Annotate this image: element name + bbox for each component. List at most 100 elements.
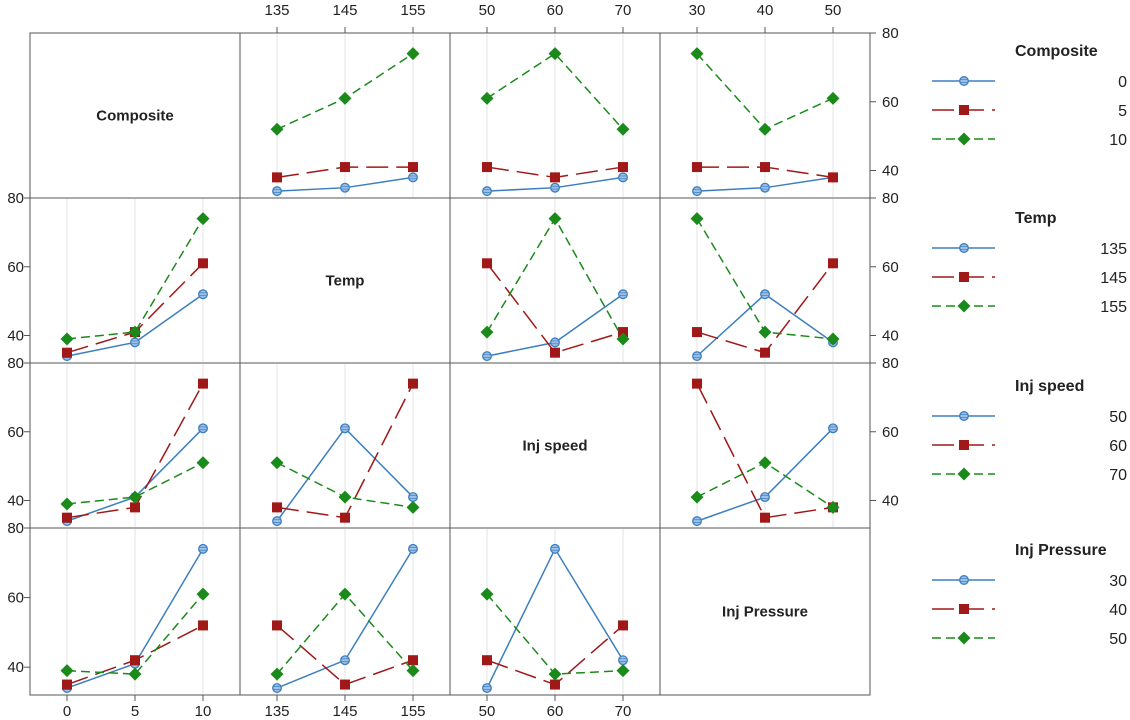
x-tick-label-temp-155: 155: [400, 703, 425, 720]
legend-marker-composite-5: [959, 105, 969, 115]
panel-inj-pressure-by-inj-speed: [480, 543, 630, 693]
legend-title-composite: Composite: [1015, 43, 1098, 60]
legend-marker-inj-pressure-40: [959, 604, 969, 614]
legend-marker-inj-speed-60: [959, 440, 969, 450]
y-tick-label-row0-80: 80: [882, 25, 899, 42]
data-point-temp-155-at-0: [60, 332, 74, 346]
panel-border-r3-c3: [659, 527, 871, 696]
data-point-composite-5-at-50: [482, 162, 492, 173]
legend-value-temp-155: 155: [1100, 299, 1127, 316]
panel-temp-by-inj-speed: [480, 212, 630, 362]
data-point-inj-speed-60-at-30: [692, 378, 702, 389]
data-point-composite-0-at-145: [340, 182, 350, 193]
panel-temp-by-composite: [60, 212, 210, 362]
data-point-inj-speed-70-at-155: [406, 500, 420, 514]
y-tick-label-row2-40: 40: [882, 493, 899, 510]
x-tick-label-inj-speed-70: 70: [615, 703, 632, 720]
data-point-temp-145-at-50: [482, 258, 492, 269]
x-tick-label-composite-0: 0: [63, 703, 71, 720]
panel-inj-pressure-by-composite: [60, 543, 210, 693]
data-point-inj-pressure-50-at-50: [480, 587, 494, 601]
legend-value-temp-145: 145: [1100, 270, 1127, 287]
data-point-inj-speed-60-at-10: [198, 378, 208, 389]
data-point-inj-speed-70-at-5: [128, 490, 142, 504]
x-tick-label-inj-speed-60: 60: [547, 2, 564, 19]
x-tick-label-inj-speed-70: 70: [615, 2, 632, 19]
diagonal-label-inj-speed: Inj speed: [522, 438, 587, 455]
data-point-inj-pressure-30-at-10: [198, 543, 208, 554]
data-point-composite-0-at-135: [272, 186, 282, 197]
data-point-inj-speed-50-at-145: [340, 423, 350, 434]
data-point-temp-155-at-50: [826, 332, 840, 346]
data-point-temp-155-at-40: [758, 325, 772, 339]
data-point-temp-145-at-60: [550, 347, 560, 358]
data-point-inj-pressure-50-at-10: [196, 587, 210, 601]
data-point-temp-155-at-50: [480, 325, 494, 339]
series-line-temp-155: [66, 218, 204, 340]
panel-composite-by-temp: [270, 47, 420, 197]
data-point-inj-speed-70-at-30: [690, 490, 704, 504]
x-tick-label-temp-135: 135: [264, 2, 289, 19]
data-point-inj-pressure-50-at-5: [128, 667, 142, 681]
diagonal-label-composite: Composite: [96, 108, 174, 125]
data-point-composite-5-at-30: [692, 162, 702, 173]
data-point-inj-pressure-40-at-50: [482, 655, 492, 666]
panel-composite-by-inj-pressure: [690, 47, 840, 197]
y-tick-label-row3-60: 60: [7, 590, 24, 607]
data-point-temp-145-at-50: [828, 258, 838, 269]
y-tick-label-row2-80: 80: [7, 355, 24, 372]
data-point-composite-0-at-60: [550, 182, 560, 193]
data-point-composite-10-at-60: [548, 47, 562, 61]
data-point-temp-145-at-70: [618, 327, 628, 338]
data-point-inj-speed-60-at-0: [62, 512, 72, 523]
panel-composite-by-inj-speed: [480, 47, 630, 197]
y-tick-label-row2-60: 60: [882, 424, 899, 441]
x-tick-label-inj-speed-50: 50: [479, 2, 496, 19]
data-point-inj-pressure-40-at-70: [618, 620, 628, 631]
x-tick-label-temp-145: 145: [332, 2, 357, 19]
legend-value-inj-speed-70: 70: [1109, 467, 1127, 484]
data-point-composite-10-at-50: [480, 91, 494, 105]
data-point-inj-speed-70-at-50: [826, 500, 840, 514]
data-point-temp-135-at-60: [550, 337, 560, 348]
legend-value-temp-135: 135: [1100, 241, 1127, 258]
data-point-inj-pressure-30-at-60: [550, 543, 560, 554]
data-point-composite-5-at-155: [408, 162, 418, 173]
legend-value-composite-5: 5: [1118, 103, 1127, 120]
legend-title-temp: Temp: [1015, 210, 1057, 227]
legend-marker-composite-10: [957, 132, 971, 146]
data-point-inj-speed-70-at-40: [758, 456, 772, 470]
legend-value-composite-10: 10: [1109, 132, 1127, 149]
data-point-inj-pressure-40-at-145: [340, 679, 350, 690]
data-point-inj-pressure-50-at-135: [270, 667, 284, 681]
data-point-inj-pressure-40-at-10: [198, 620, 208, 631]
data-point-temp-155-at-70: [616, 332, 630, 346]
data-point-composite-10-at-40: [758, 122, 772, 136]
x-tick-label-inj-speed-50: 50: [479, 703, 496, 720]
data-point-temp-135-at-50: [482, 351, 492, 362]
legend-value-inj-pressure-30: 30: [1109, 573, 1127, 590]
data-point-inj-speed-50-at-30: [692, 516, 702, 527]
x-tick-label-composite-5: 5: [131, 703, 139, 720]
diagonal-label-temp: Temp: [326, 273, 365, 290]
data-point-inj-pressure-50-at-155: [406, 664, 420, 678]
data-point-inj-speed-60-at-155: [408, 378, 418, 389]
data-point-inj-speed-60-at-145: [340, 512, 350, 523]
panel-temp-by-inj-pressure: [690, 212, 840, 362]
data-point-composite-10-at-145: [338, 91, 352, 105]
legend-marker-inj-speed-50: [959, 411, 969, 421]
x-tick-label-inj-pressure-50: 50: [825, 2, 842, 19]
x-tick-label-temp-145: 145: [332, 703, 357, 720]
panel-inj-speed-by-composite: [60, 378, 210, 527]
legend-marker-composite-0: [959, 76, 969, 86]
data-point-inj-pressure-50-at-0: [60, 664, 74, 678]
y-tick-label-row1-40: 40: [7, 328, 24, 345]
diagonal-label-inj-pressure: Inj Pressure: [722, 604, 808, 621]
data-point-inj-pressure-40-at-0: [62, 679, 72, 690]
data-point-composite-5-at-60: [550, 172, 560, 183]
data-point-temp-145-at-30: [692, 327, 702, 338]
data-point-temp-155-at-10: [196, 212, 210, 226]
data-point-composite-0-at-30: [692, 186, 702, 197]
x-tick-label-inj-speed-60: 60: [547, 703, 564, 720]
